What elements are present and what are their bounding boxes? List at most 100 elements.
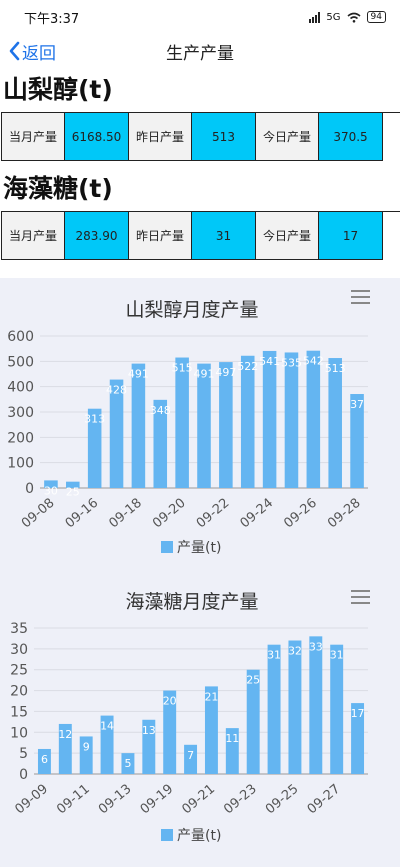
bar-value-label: 25 [66,486,80,499]
bar [66,481,80,488]
bar-value-label: 428 [106,384,127,397]
nav-bar: 返回 生产产量 [0,34,400,68]
bar [175,357,189,488]
bar [240,355,255,488]
trehalose-chart-card: 海藻糖月度产量 0 5 10 15 20 25 30 35 6 12 9 14 5 13 20 7 21 11 25 3… [0,578,400,867]
bar [262,350,277,488]
stat-label: 当月产量 [2,212,65,260]
stats-table: 当月产量 283.90 昨日产量 31 今日产量 17 [1,211,400,260]
status-time: 下午3:37 [24,11,80,27]
bar [350,394,364,488]
stat-label: 当月产量 [2,113,65,161]
bar [109,379,124,488]
bar [328,358,342,488]
stat-label: 今日产量 [256,212,319,260]
bar [309,636,323,774]
bar [219,362,233,488]
bar [204,686,218,774]
bar-value-label: 14 [100,720,114,733]
y-tick-label: 10 [10,725,28,741]
stats-table: 当月产量 6168.50 昨日产量 513 今日产量 370.5 [1,112,400,161]
legend-swatch [161,541,173,553]
bar [267,644,281,774]
bar-value-label: 33 [309,640,323,653]
y-tick-label: 300 [7,405,34,421]
bar-value-label: 313 [84,413,105,426]
bar-value-label: 21 [204,690,218,703]
battery-icon: 94 [366,11,386,23]
x-tick-label: 09-08 [19,496,58,532]
bar-value-label: 37 [350,398,364,411]
bar-value-label: 348 [150,404,171,417]
page-title: 生产产量 [166,43,234,64]
bar-value-label: 522 [237,360,258,373]
back-label: 返回 [22,43,56,64]
menu-icon[interactable] [351,290,370,308]
bar [330,644,344,774]
y-tick-label: 400 [7,380,34,396]
y-tick-label: 200 [7,430,34,446]
y-tick-label: 5 [19,746,28,762]
bar [288,640,302,774]
x-tick-label: 09-20 [150,496,189,532]
status-icons: 5G 94 [309,11,386,23]
bar [79,736,93,774]
bar-value-label: 31 [267,649,281,662]
bar-value-label: 30 [44,484,58,497]
legend-swatch [161,829,173,841]
x-tick-label: 09-18 [106,496,145,532]
bar [153,399,168,488]
chart-title: 山梨醇月度产量 [125,299,258,321]
back-button[interactable]: 返回 [0,39,56,64]
bar-value-label: 17 [351,707,365,720]
bar-value-label: 513 [325,362,346,375]
bar-value-label: 6 [41,753,48,766]
y-tick-label: 100 [7,456,34,472]
stat-label: 昨日产量 [129,113,192,161]
x-tick-label: 09-19 [138,782,177,818]
y-tick-label: 20 [10,684,28,700]
bar-value-label: 491 [194,368,215,381]
sorbitol-chart-card: 山梨醇月度产量 0 100 200 300 400 500 600 30 25 313 428 491 3… [0,278,400,578]
bar-value-label: 9 [83,740,90,753]
bar-value-label: 11 [225,732,239,745]
bar [306,350,321,488]
bar [184,744,198,774]
stat-value: 17 [319,212,383,260]
trehalose-chart: 海藻糖月度产量 0 5 10 15 20 25 30 35 6 12 9 14 5 13 20 7 21 11 25 3… [10,591,368,844]
y-tick-label: 30 [10,642,28,658]
stat-value: 283.90 [65,212,129,260]
stat-value: 513 [192,113,256,161]
sorbitol-section: 山梨醇(t) 当月产量 6168.50 昨日产量 513 今日产量 370.5 [0,68,400,161]
section-title: 山梨醇(t) [3,75,113,104]
section-title: 海藻糖(t) [3,174,113,203]
stat-label: 今日产量 [256,113,319,161]
y-tick-label: 0 [19,767,28,783]
stat-value: 6168.50 [65,113,129,161]
x-tick-label: 09-24 [238,496,277,532]
bar [284,352,299,488]
y-tick-label: 15 [10,704,28,720]
status-bar: 下午3:37 5G 94 [0,0,400,34]
y-tick-label: 0 [25,481,34,497]
x-tick-label: 09-27 [305,782,344,818]
bar-value-label: 12 [58,728,72,741]
x-tick-label: 09-13 [96,782,135,818]
y-tick-label: 25 [10,663,28,679]
signal-icon [309,11,321,23]
stat-label: 昨日产量 [129,212,192,260]
bar-value-label: 31 [330,649,344,662]
bar-value-label: 497 [215,366,236,379]
bar-value-label: 542 [303,355,324,368]
bar-value-label: 7 [187,749,194,762]
bar [142,719,156,774]
wifi-icon [347,12,361,23]
trehalose-section: 海藻糖(t) 当月产量 283.90 昨日产量 31 今日产量 17 [0,167,400,260]
bar-value-label: 32 [288,645,302,658]
x-tick-label: 09-16 [63,496,102,532]
bar [225,728,239,774]
bar [197,363,211,488]
network-label: 5G [326,11,341,23]
menu-icon[interactable] [351,590,370,608]
y-tick-label: 500 [7,354,34,370]
